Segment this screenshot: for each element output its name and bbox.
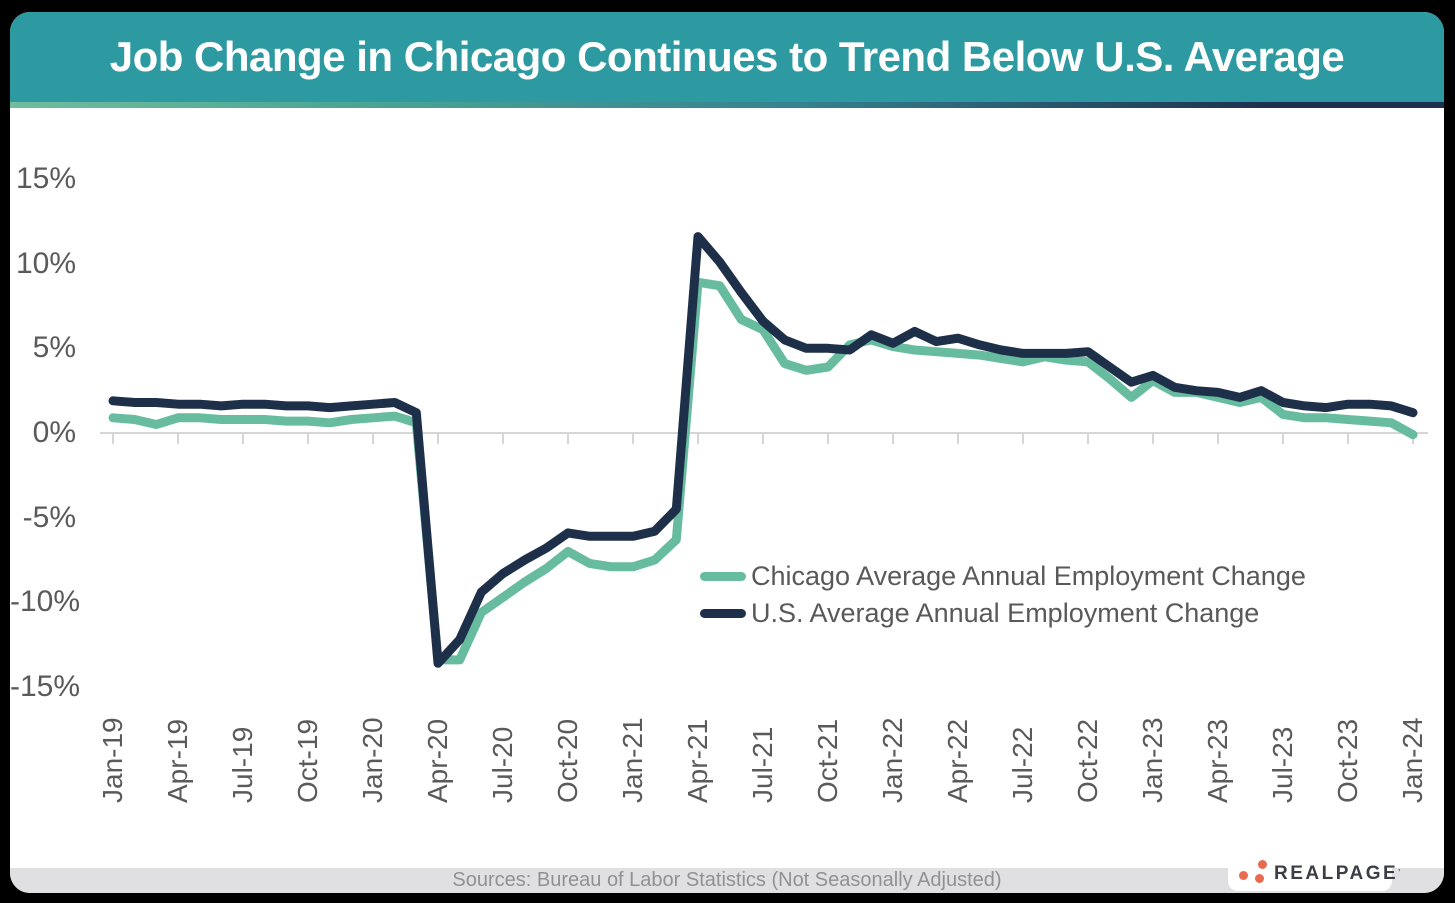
y-axis-label: -5% bbox=[22, 500, 76, 534]
us-line-swatch bbox=[700, 609, 746, 618]
x-axis-label: Oct-23 bbox=[1332, 718, 1363, 803]
chart-legend: Chicago Average Annual Employment Change… bbox=[700, 558, 1306, 632]
x-axis-label: Jul-21 bbox=[747, 726, 778, 803]
x-axis-label: Apr-22 bbox=[942, 718, 973, 803]
x-axis-label: Apr-21 bbox=[682, 718, 713, 803]
realpage-logo-text: REALPAGE bbox=[1274, 862, 1399, 884]
x-axis-label: Jan-23 bbox=[1137, 717, 1168, 803]
y-axis-label: 10% bbox=[15, 246, 76, 280]
x-axis-label: Oct-21 bbox=[812, 718, 843, 803]
x-axis-label: Apr-20 bbox=[422, 718, 453, 803]
y-axis-label: 15% bbox=[15, 162, 76, 195]
x-axis-label: Jan-19 bbox=[97, 717, 128, 803]
legend-label-chicago: Chicago Average Annual Employment Change bbox=[751, 561, 1306, 591]
gradient-divider bbox=[10, 102, 1444, 108]
y-axis-label: 0% bbox=[32, 416, 76, 449]
x-axis-label: Oct-20 bbox=[552, 718, 583, 803]
title-bar: Job Change in Chicago Continues to Trend… bbox=[10, 12, 1444, 102]
source-bar: Sources: Bureau of Labor Statistics (Not… bbox=[10, 868, 1444, 893]
source-text: Sources: Bureau of Labor Statistics (Not… bbox=[452, 869, 1002, 891]
realpage-logo-mark: ’ bbox=[1398, 867, 1401, 879]
x-axis-label: Jul-23 bbox=[1267, 726, 1298, 803]
x-axis-label: Jul-19 bbox=[227, 726, 258, 803]
x-axis-label: Jan-21 bbox=[617, 717, 648, 803]
x-axis-label: Jan-24 bbox=[1397, 717, 1428, 803]
x-axis-label: Jul-22 bbox=[1007, 726, 1038, 803]
y-axis-label: 5% bbox=[32, 331, 76, 365]
legend-label-us: U.S. Average Annual Employment Change bbox=[751, 598, 1260, 628]
x-axis-label: Apr-23 bbox=[1202, 718, 1233, 803]
x-axis-label: Oct-22 bbox=[1072, 718, 1103, 803]
x-axis-label: Jan-22 bbox=[877, 717, 908, 803]
x-axis-label: Oct-19 bbox=[292, 718, 323, 803]
y-axis-label: -15% bbox=[10, 669, 81, 703]
x-axis-label: Jan-20 bbox=[357, 717, 388, 803]
realpage-dots-icon bbox=[1228, 856, 1274, 891]
x-axis-label: Jul-20 bbox=[487, 726, 518, 803]
legend-item-chicago: Chicago Average Annual Employment Change bbox=[700, 558, 1306, 595]
x-axis-label: Apr-19 bbox=[162, 718, 193, 803]
chicago-line-swatch bbox=[700, 572, 746, 581]
realpage-logo: REALPAGE ’ bbox=[1228, 856, 1400, 891]
page-title: Job Change in Chicago Continues to Trend… bbox=[109, 33, 1345, 80]
y-axis-label: -10% bbox=[10, 585, 81, 619]
legend-item-us: U.S. Average Annual Employment Change bbox=[700, 595, 1306, 632]
